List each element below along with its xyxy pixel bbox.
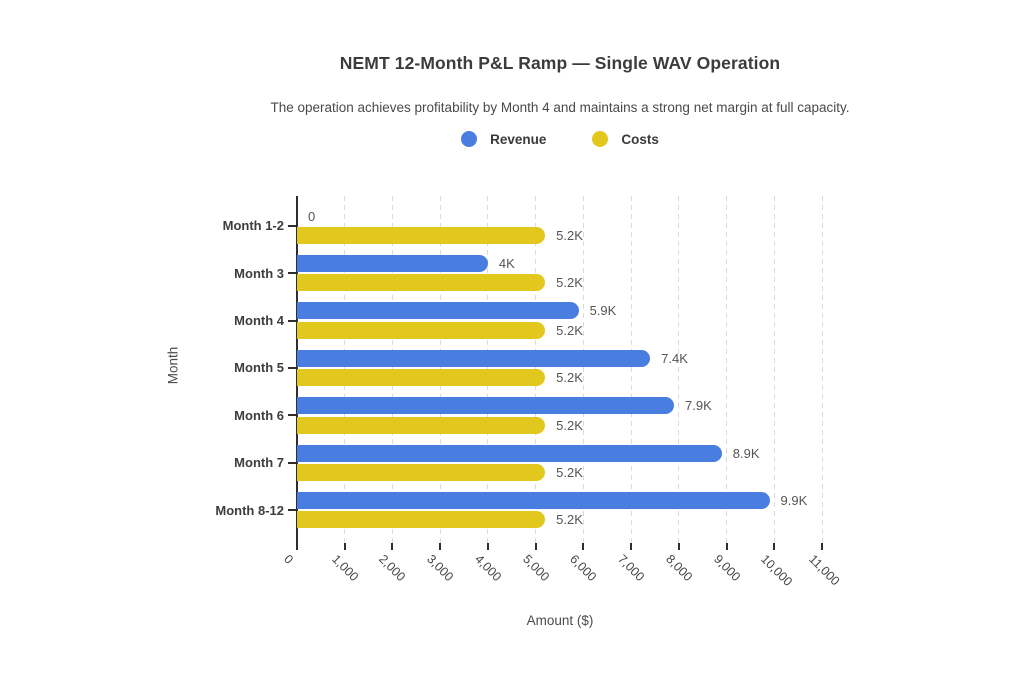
x-tick-label: 5,000	[519, 552, 552, 585]
revenue-value-label: 5.9K	[589, 303, 617, 319]
legend-item-revenue: Revenue	[461, 131, 546, 147]
x-tick	[677, 543, 680, 550]
costs-bar	[297, 321, 546, 339]
revenue-value-label: 7.4K	[661, 350, 688, 366]
legend-label-costs: Costs	[621, 131, 659, 147]
revenue-value-label: 8.9K	[732, 445, 760, 461]
x-tick-label: 1,000	[328, 552, 361, 585]
costs-bar	[297, 416, 546, 434]
x-tick-label: 6,000	[567, 552, 600, 585]
x-tick	[534, 543, 537, 550]
x-tick	[773, 543, 776, 550]
gridline	[821, 196, 823, 543]
category-label: Month 8-12	[215, 502, 284, 518]
gridline	[678, 196, 680, 543]
costs-bar	[297, 369, 546, 387]
revenue-bar	[297, 349, 651, 367]
chart-subtitle: The operation achieves profitability by …	[270, 100, 850, 115]
costs-legend-dot-icon	[592, 131, 609, 147]
costs-value-label: 5.2K	[556, 417, 583, 433]
x-tick	[821, 543, 823, 550]
revenue-value-label: 0	[308, 208, 316, 224]
x-tick	[391, 543, 394, 550]
costs-bar	[297, 274, 546, 292]
category-label: Month 7	[234, 455, 284, 471]
costs-bar	[297, 511, 546, 529]
revenue-bar	[297, 444, 722, 462]
revenue-value-label: 7.9K	[685, 398, 712, 414]
legend-item-costs: Costs	[592, 131, 659, 147]
revenue-bar	[297, 491, 770, 509]
x-tick-label: 9,000	[710, 552, 743, 585]
category-label: Month 4	[234, 313, 284, 328]
revenue-legend-dot-icon	[461, 131, 478, 147]
costs-value-label: 5.2K	[556, 512, 583, 528]
chart-title: NEMT 12-Month P&L Ramp — Single WAV Oper…	[339, 53, 781, 73]
x-tick-label: 8,000	[662, 552, 695, 585]
y-axis-title: Month	[165, 346, 181, 385]
revenue-bar	[297, 397, 675, 415]
category-label: Month 6	[234, 407, 284, 423]
x-tick-label: 3,000	[424, 552, 457, 585]
revenue-value-label: 4K	[498, 255, 515, 271]
y-tick	[287, 414, 297, 417]
x-tick	[439, 543, 442, 550]
x-axis-title: Amount ($)	[526, 613, 594, 628]
x-tick	[630, 543, 633, 550]
category-label: Month 3	[234, 265, 284, 281]
legend: Revenue Costs	[96, 131, 1024, 147]
y-tick	[287, 366, 297, 369]
x-tick	[296, 543, 298, 550]
revenue-value-label: 9.9K	[780, 492, 808, 508]
gridline	[773, 196, 775, 543]
y-tick	[287, 509, 297, 512]
revenue-bar	[297, 254, 488, 272]
x-tick-label: 4,000	[472, 552, 505, 585]
x-tick	[725, 543, 728, 550]
x-tick-label: 2,000	[376, 552, 409, 585]
y-tick	[287, 224, 297, 227]
y-tick	[287, 461, 297, 464]
category-label: Month 1-2	[222, 218, 284, 234]
x-tick-label: 10,000	[758, 552, 796, 589]
y-axis-line	[295, 196, 298, 543]
x-tick-label: 0	[281, 552, 296, 567]
costs-value-label: 5.2K	[556, 227, 583, 243]
legend-label-revenue: Revenue	[490, 131, 547, 147]
x-tick	[582, 543, 585, 550]
x-tick	[343, 543, 346, 550]
category-label: Month 5	[234, 360, 284, 376]
gridline	[726, 196, 728, 543]
costs-bar	[297, 226, 546, 244]
costs-value-label: 5.2K	[556, 275, 583, 291]
costs-value-label: 5.2K	[556, 322, 583, 338]
y-tick	[287, 272, 297, 275]
y-tick	[287, 319, 297, 322]
costs-value-label: 5.2K	[556, 464, 583, 480]
gridline	[582, 196, 584, 543]
x-tick-label: 7,000	[615, 552, 648, 585]
costs-bar	[297, 463, 546, 481]
costs-value-label: 5.2K	[556, 370, 583, 386]
x-tick-label: 11,000	[806, 552, 843, 589]
x-tick	[486, 543, 489, 550]
revenue-bar	[297, 302, 579, 320]
gridline	[630, 196, 632, 543]
